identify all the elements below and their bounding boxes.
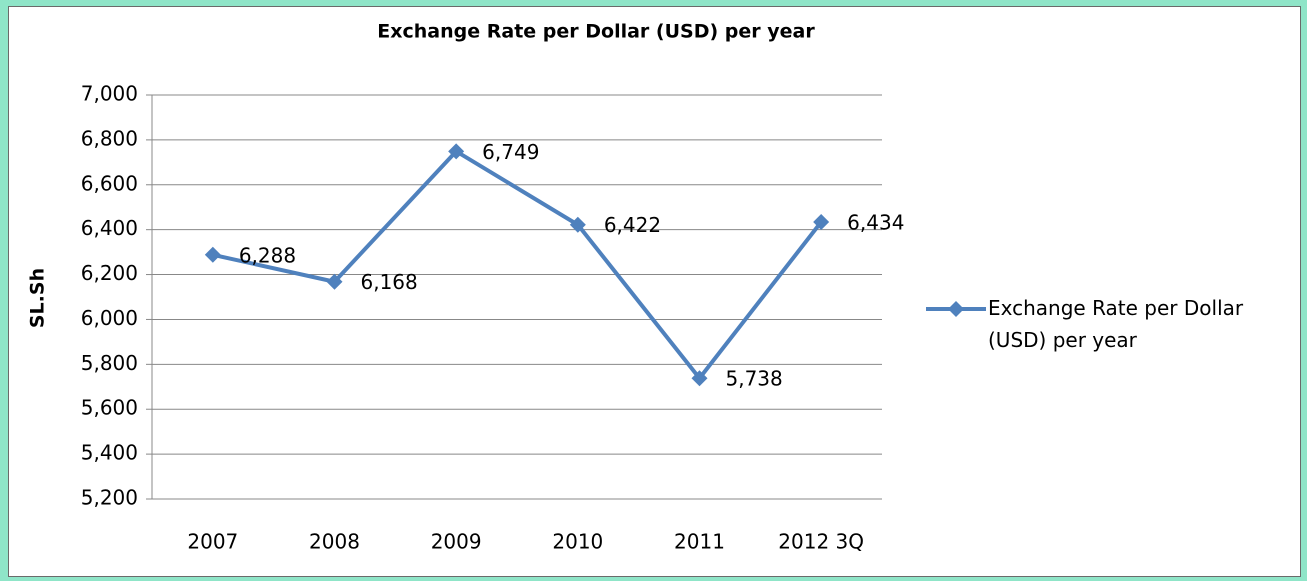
point-marker <box>691 370 708 387</box>
x-tick-label: 2012 3Q <box>778 530 864 554</box>
x-tick-label: 2007 <box>187 530 238 554</box>
point-marker <box>813 214 830 231</box>
series-line <box>212 149 823 381</box>
y-tick-label: 5,200 <box>81 486 138 510</box>
point-marker <box>448 143 465 160</box>
y-axis-label: SL.Sh <box>27 268 49 328</box>
y-tick-label: 6,600 <box>81 171 138 195</box>
y-tick-label: 7,000 <box>81 82 138 106</box>
data-label: 6,422 <box>604 213 661 237</box>
y-tick-label: 5,600 <box>81 396 138 420</box>
chart-title: Exchange Rate per Dollar (USD) per year <box>377 21 815 43</box>
x-tick-label: 2010 <box>552 530 603 554</box>
legend-label: Exchange Rate per Dollar (USD) per year <box>988 296 1244 352</box>
y-tick-label: 6,200 <box>81 261 138 285</box>
y-tick-label: 5,800 <box>81 351 138 375</box>
y-tick-label: 6,400 <box>81 216 138 240</box>
x-tick-label: 2009 <box>431 530 482 554</box>
point-marker <box>204 246 221 263</box>
y-tick-label: 6,000 <box>81 306 138 330</box>
y-tick-label: 5,400 <box>81 441 138 465</box>
point-marker <box>326 273 343 290</box>
y-tick-label: 6,800 <box>81 126 138 150</box>
x-tick-label: 2008 <box>309 530 360 554</box>
data-label: 5,738 <box>726 367 783 391</box>
data-label: 6,168 <box>361 270 418 294</box>
x-tick-label: 2011 <box>674 530 725 554</box>
data-label: 6,434 <box>847 211 904 235</box>
data-label: 6,749 <box>482 140 539 164</box>
point-marker <box>569 216 586 233</box>
chart-frame <box>8 6 1301 577</box>
data-label: 6,288 <box>239 243 296 267</box>
legend-marker <box>948 301 964 317</box>
